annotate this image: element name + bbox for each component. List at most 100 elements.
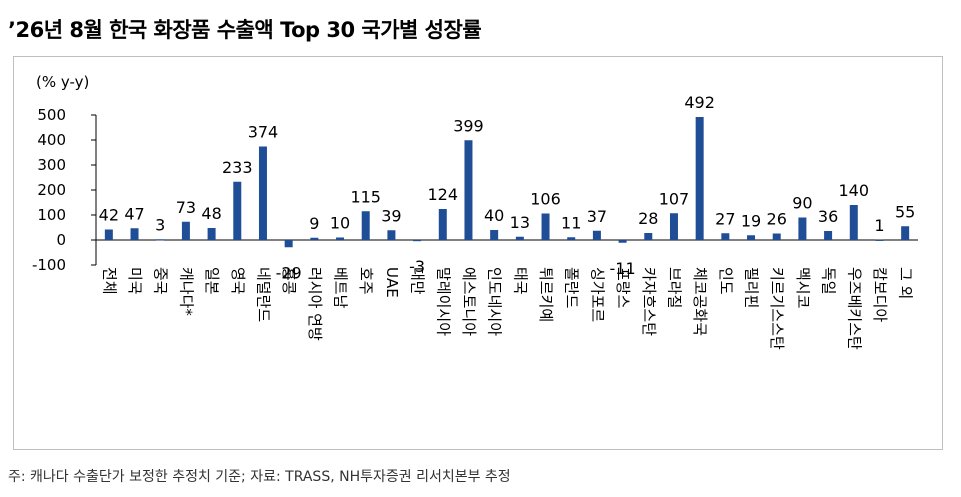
bar xyxy=(541,213,550,240)
category-label: 튀르키예 xyxy=(537,267,555,322)
data-label: 492 xyxy=(684,93,715,112)
y-tick-label: 300 xyxy=(37,156,66,174)
bar xyxy=(284,240,293,248)
bar xyxy=(438,209,447,240)
bar xyxy=(156,239,165,241)
data-label: 399 xyxy=(453,116,484,135)
y-axis-unit-label: (% y-y) xyxy=(36,73,89,91)
data-label: 48 xyxy=(201,204,221,223)
y-tick-label: 0 xyxy=(56,231,66,249)
bar xyxy=(207,228,216,240)
category-label: 호주 xyxy=(357,267,375,295)
data-label: 19 xyxy=(741,211,761,230)
page-title: ’26년 8월 한국 화장품 수출액 Top 30 국가별 성장률 xyxy=(8,18,482,42)
bar xyxy=(515,236,524,240)
bar xyxy=(901,226,910,240)
data-label: 26 xyxy=(767,210,787,229)
data-label: 233 xyxy=(222,158,253,177)
bar xyxy=(310,237,319,240)
bar xyxy=(181,221,190,240)
data-label: 115 xyxy=(350,187,381,206)
category-label: 미국 xyxy=(126,267,144,295)
category-label: 영국 xyxy=(229,267,247,295)
data-label: 73 xyxy=(176,198,196,217)
data-label: 90 xyxy=(792,194,812,213)
bar xyxy=(772,233,781,240)
footnote: 주: 캐나다 수출단가 보정한 추정치 기준; 자료: TRASS, NH투자증… xyxy=(8,469,511,485)
data-label: 107 xyxy=(659,189,690,208)
category-label: 멕시코 xyxy=(794,267,812,308)
chart-frame: (% y-y) 500 400 300 200 100 0 -100 42 47 3 73 48 23… xyxy=(13,56,943,450)
bar xyxy=(824,231,833,240)
category-label: 싱가포르 xyxy=(588,267,606,322)
category-label: 인도 xyxy=(717,267,735,295)
data-label: -29 xyxy=(276,263,302,282)
category-label: UAE xyxy=(383,267,401,298)
bar xyxy=(798,217,807,240)
axes: 500 400 300 200 100 0 -100 xyxy=(32,106,918,274)
category-label: 폴란드 xyxy=(563,267,581,309)
bar xyxy=(721,233,730,240)
data-label: 28 xyxy=(638,209,658,228)
bar xyxy=(336,237,345,240)
category-label: 캐나다* xyxy=(177,267,195,316)
category-label: 체코공화국 xyxy=(691,267,709,336)
bar xyxy=(849,205,858,240)
bar xyxy=(567,237,576,240)
data-label: 106 xyxy=(530,190,561,209)
data-label: -3 xyxy=(409,257,425,276)
data-label: 10 xyxy=(330,214,350,233)
data-label: 42 xyxy=(99,206,119,225)
bar xyxy=(695,117,704,240)
data-label: 140 xyxy=(839,181,870,200)
category-label: 인도네시아 xyxy=(486,267,504,336)
data-label: 47 xyxy=(124,204,144,223)
bar xyxy=(875,239,884,241)
data-label: 13 xyxy=(510,213,530,232)
data-label: 39 xyxy=(381,206,401,225)
category-label: 중국 xyxy=(152,267,170,295)
y-tick-label: 100 xyxy=(37,206,66,224)
data-label: 37 xyxy=(587,207,607,226)
category-label: 말레이시아 xyxy=(434,267,452,336)
category-label: 그 외 xyxy=(897,267,915,299)
bar xyxy=(130,228,139,240)
bar xyxy=(233,181,242,240)
category-label: 우즈베키스탄 xyxy=(845,267,863,350)
bar xyxy=(592,230,601,240)
bar xyxy=(747,235,756,240)
data-label: 11 xyxy=(561,213,581,232)
category-label: 캄보디아 xyxy=(871,267,889,322)
bar xyxy=(490,230,499,240)
category-label: 필리핀 xyxy=(743,267,761,308)
category-label: 카자흐스탄 xyxy=(640,267,658,336)
bar xyxy=(104,229,113,240)
data-label: -11 xyxy=(610,259,636,278)
data-label: 55 xyxy=(895,202,915,221)
data-label: 9 xyxy=(309,214,319,233)
data-label: 40 xyxy=(484,206,504,225)
bars xyxy=(104,117,910,248)
category-label: 전체 xyxy=(100,267,118,295)
category-label: 네덜란드 xyxy=(254,267,272,322)
data-label: 36 xyxy=(818,207,838,226)
bar xyxy=(618,240,627,243)
bar xyxy=(361,211,370,240)
category-label: 러시아 연방 xyxy=(306,267,324,341)
bar xyxy=(387,230,396,240)
bar xyxy=(258,146,267,240)
category-label: 대만 xyxy=(409,267,427,295)
bar xyxy=(464,140,473,240)
bar xyxy=(413,240,422,242)
category-label: 베트남 xyxy=(332,267,350,309)
category-label: 브라질 xyxy=(665,267,683,308)
category-label: 독일 xyxy=(820,267,838,295)
y-tick-label: 400 xyxy=(37,131,66,149)
category-label: 일본 xyxy=(203,267,221,295)
category-label: 에스토니아 xyxy=(460,267,478,336)
category-label: 키르기스스탄 xyxy=(768,267,786,350)
data-label: 124 xyxy=(428,185,459,204)
bar xyxy=(644,233,653,240)
